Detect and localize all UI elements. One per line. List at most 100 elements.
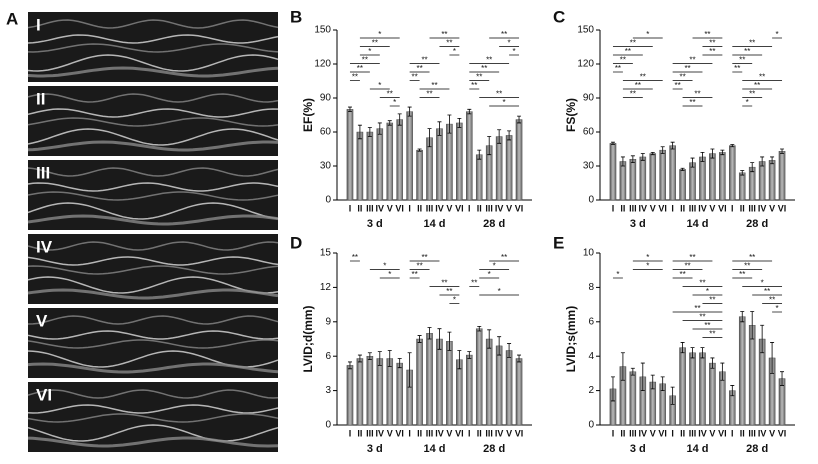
x-tick-label: III [748, 203, 756, 213]
group-label: 3 d [367, 218, 383, 230]
bar [495, 136, 503, 201]
bar [505, 350, 513, 426]
error-bar [640, 153, 645, 161]
error-bar [630, 155, 635, 163]
bar [356, 358, 364, 426]
significance-label: * [512, 47, 515, 56]
significance-label: ** [446, 39, 452, 48]
error-bar [427, 327, 432, 340]
echo-texture [27, 128, 279, 146]
error-bar [760, 156, 765, 167]
view-label: I [36, 15, 41, 34]
significance-label: ** [689, 56, 695, 65]
x-tick-label: I [468, 428, 471, 438]
x-tick-label: IV [435, 428, 444, 438]
bar [386, 358, 394, 426]
bar [758, 161, 766, 201]
bar [748, 325, 756, 426]
significance-label: ** [754, 81, 760, 90]
x-tick-label: I [731, 428, 734, 438]
significance-label: ** [431, 81, 437, 90]
significance-label: ** [734, 64, 740, 73]
y-tick-label: 4 [588, 351, 594, 362]
error-bar [357, 124, 362, 140]
error-bar [770, 342, 775, 374]
significance-label: * [503, 98, 506, 107]
error-bar [640, 362, 645, 391]
echo-texture [27, 241, 279, 251]
x-tick-label: I [468, 203, 471, 213]
bar [689, 162, 696, 201]
x-tick-label: III [689, 203, 697, 213]
significance-label: ** [739, 56, 745, 65]
bar [396, 362, 403, 426]
significance-label: ** [486, 56, 492, 65]
echo-texture [27, 389, 279, 399]
significance-label: ** [441, 279, 447, 288]
significance-label: * [508, 39, 511, 48]
significance-label: * [453, 47, 456, 56]
y-tick-label: 150 [577, 25, 594, 36]
x-tick-label: IV [435, 203, 444, 213]
error-bar [507, 343, 512, 358]
bar [446, 123, 453, 201]
bar [719, 152, 726, 201]
echo-texture [27, 117, 279, 127]
significance-label: ** [759, 73, 765, 82]
significance-label: ** [749, 90, 755, 99]
x-tick-label: II [740, 428, 745, 438]
error-bar [700, 347, 705, 359]
significance-label: ** [615, 64, 621, 73]
x-tick-label: IV [495, 203, 504, 213]
bar [639, 156, 647, 201]
x-tick-label: VI [515, 428, 524, 438]
bar [619, 161, 627, 201]
x-tick-label: III [629, 428, 637, 438]
y-tick-label: 3 [325, 385, 331, 396]
x-tick-label: VI [778, 203, 787, 213]
x-tick-label: V [650, 203, 656, 213]
bar [366, 131, 374, 201]
x-tick-label: IV [639, 203, 648, 213]
error-bar [377, 122, 382, 135]
x-tick-label: V [650, 428, 656, 438]
error-bar [730, 385, 735, 397]
x-tick-label: VI [515, 203, 524, 213]
error-bar [740, 311, 745, 323]
x-tick-label: V [387, 203, 393, 213]
echo-texture [27, 362, 279, 374]
echo-texture [27, 108, 279, 118]
error-bar [680, 167, 685, 171]
view-label: V [36, 311, 48, 330]
bar [416, 338, 423, 426]
x-tick-label: I [408, 428, 411, 438]
significance-label: ** [694, 90, 700, 99]
echo-texture [27, 54, 279, 72]
significance-label: ** [352, 253, 358, 262]
y-tick-label: 8 [588, 282, 594, 293]
y-tick-label: 6 [325, 351, 331, 362]
error-bar [670, 141, 675, 150]
echo-texture [27, 93, 279, 103]
significance-label: ** [709, 296, 715, 305]
bar [629, 158, 637, 201]
y-tick-label: 9 [325, 316, 331, 327]
bar [346, 365, 354, 426]
significance-label: ** [764, 287, 770, 296]
echo-texture [27, 315, 279, 325]
group-label: 3 d [367, 443, 383, 455]
error-bar [750, 311, 755, 340]
x-tick-label: VI [718, 203, 727, 213]
significance-label: ** [769, 296, 775, 305]
significance-label: * [393, 98, 396, 107]
significance-label: ** [749, 39, 755, 48]
y-tick-label: 15 [320, 248, 332, 259]
significance-label: ** [709, 330, 715, 339]
error-bar [690, 157, 695, 168]
significance-label: * [493, 262, 496, 271]
error-bar [477, 325, 482, 332]
bar [475, 328, 483, 426]
significance-label: * [761, 279, 764, 288]
error-bar [427, 128, 432, 148]
bar [436, 128, 443, 201]
